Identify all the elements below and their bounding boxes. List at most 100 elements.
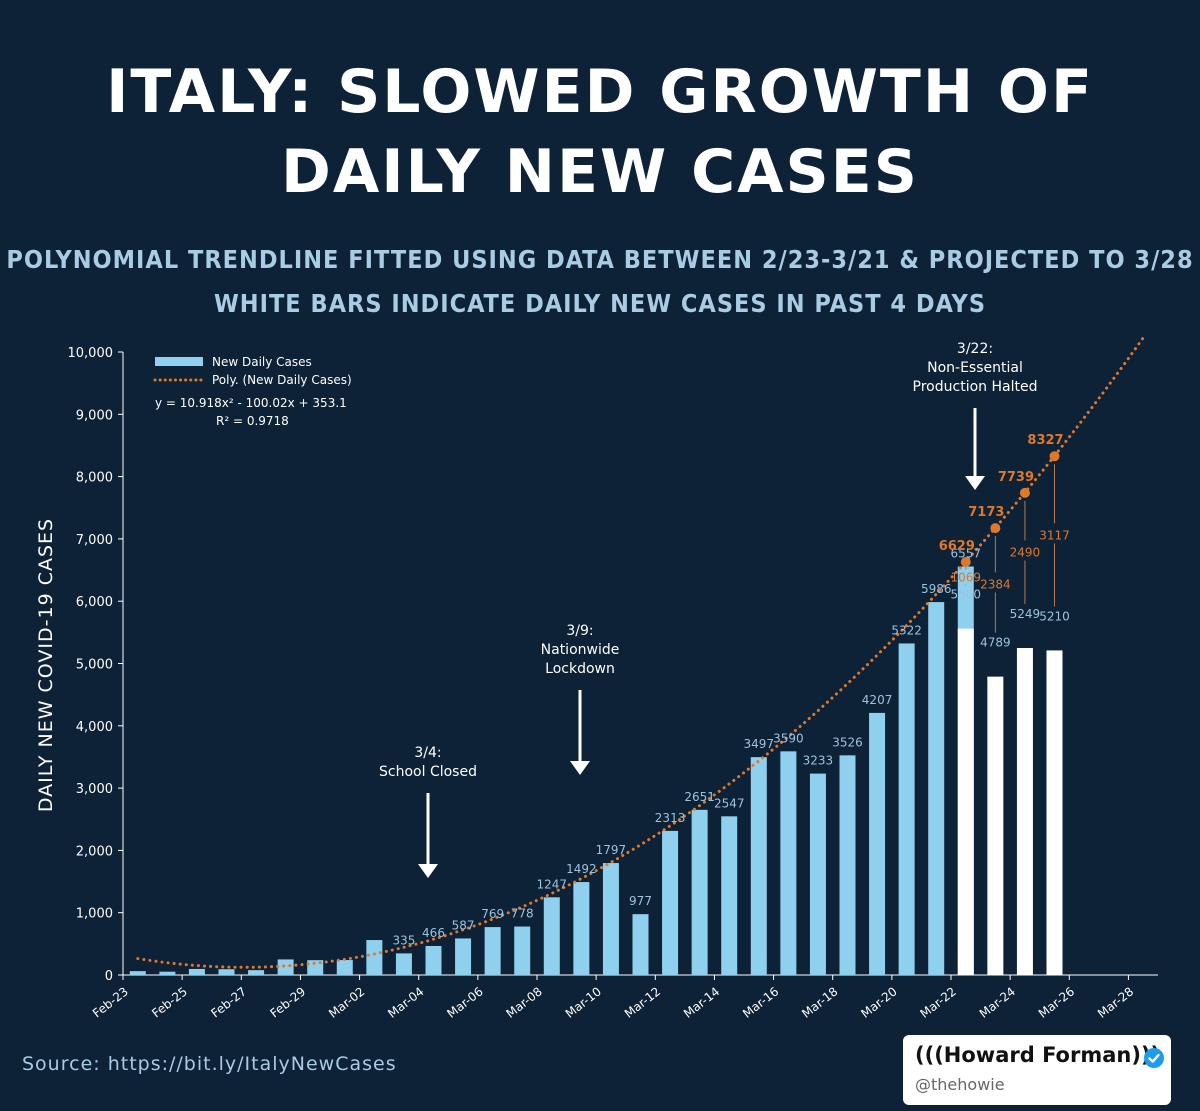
annotation-text: Non-Essential bbox=[927, 360, 1023, 376]
x-tick-label: Mar-20 bbox=[858, 984, 899, 1021]
bar-value-label: 3590 bbox=[773, 731, 804, 745]
annotation-text: 3/4: bbox=[414, 745, 441, 761]
annotation-text: School Closed bbox=[379, 764, 477, 780]
x-tick-label: Feb-27 bbox=[208, 984, 249, 1020]
x-tick-label: Mar-16 bbox=[740, 984, 781, 1021]
projection-value-label: 8327 bbox=[1027, 433, 1063, 448]
x-tick-label: Mar-14 bbox=[681, 984, 722, 1021]
x-tick-label: Feb-23 bbox=[90, 984, 131, 1020]
projection-point bbox=[1019, 487, 1030, 498]
annotation-text: Production Halted bbox=[913, 379, 1038, 395]
bar bbox=[366, 940, 383, 975]
y-tick-label: 4,000 bbox=[76, 720, 113, 735]
projection-point bbox=[990, 523, 1001, 534]
bar bbox=[455, 938, 472, 975]
y-tick-label: 6,000 bbox=[76, 595, 113, 610]
credit-name: (((Howard Forman))) bbox=[915, 1043, 1161, 1067]
bar bbox=[395, 953, 412, 975]
verified-icon bbox=[1144, 1048, 1164, 1068]
bar bbox=[750, 757, 767, 975]
x-tick-label: Mar-28 bbox=[1095, 984, 1136, 1021]
bar bbox=[129, 971, 146, 975]
recent-bar bbox=[1046, 650, 1063, 975]
y-tick-label: 0 bbox=[105, 969, 113, 984]
subtitle-line-2: WHITE BARS INDICATE DAILY NEW CASES IN P… bbox=[213, 289, 987, 318]
bar bbox=[928, 602, 945, 975]
bar-value-label: 466 bbox=[422, 926, 445, 940]
annotation-text: 3/9: bbox=[566, 623, 593, 639]
bar bbox=[277, 959, 294, 975]
bar bbox=[248, 970, 265, 975]
annotation-arrow-head bbox=[965, 476, 985, 490]
x-tick-label: Mar-22 bbox=[918, 984, 959, 1021]
y-tick-label: 7,000 bbox=[76, 533, 113, 548]
bar bbox=[484, 927, 501, 975]
recent-bar-value-label: 5560 bbox=[951, 588, 982, 602]
bar bbox=[632, 914, 649, 975]
recent-bar bbox=[1016, 647, 1033, 975]
bar-value-label: 5986 bbox=[921, 582, 952, 596]
x-tick-label: Feb-29 bbox=[267, 984, 308, 1020]
bar bbox=[839, 755, 856, 975]
title-line-2: DAILY NEW CASES bbox=[281, 137, 919, 207]
y-tick-label: 9,000 bbox=[76, 408, 113, 423]
annotation-arrow-head bbox=[418, 864, 438, 878]
projection-value-label: 6629 bbox=[939, 539, 975, 554]
x-tick-label: Mar-06 bbox=[444, 984, 485, 1021]
recent-bar bbox=[957, 628, 974, 975]
bar bbox=[809, 773, 826, 975]
bar-value-label: 3526 bbox=[832, 735, 863, 749]
bar-value-label: 5322 bbox=[891, 623, 922, 637]
x-tick-label: Mar-12 bbox=[622, 984, 663, 1021]
trend-equation: y = 10.918x² - 100.02x + 353.1 bbox=[155, 396, 347, 410]
x-tick-label: Mar-02 bbox=[326, 984, 367, 1021]
source-text: Source: https://bit.ly/ItalyNewCases bbox=[22, 1053, 397, 1075]
bar-value-label: 977 bbox=[629, 894, 652, 908]
x-tick-label: Mar-18 bbox=[799, 984, 840, 1021]
recent-bar-value-label: 5210 bbox=[1039, 609, 1070, 623]
bar-value-label: 2651 bbox=[684, 790, 715, 804]
projection-point bbox=[960, 557, 971, 568]
y-axis-title: DAILY NEW COVID-19 CASES bbox=[35, 518, 57, 812]
credit-badge: (((Howard Forman))) @thehowie bbox=[903, 1035, 1171, 1105]
bar-value-label: 1247 bbox=[537, 877, 568, 891]
bar-value-label: 1797 bbox=[596, 843, 627, 857]
y-tick-label: 2,000 bbox=[76, 844, 113, 859]
title-line-1: ITALY: SLOWED GROWTH OF bbox=[106, 57, 1094, 127]
subtitle-line-1: POLYNOMIAL TRENDLINE FITTED USING DATA B… bbox=[6, 245, 1194, 274]
bar bbox=[543, 897, 560, 975]
annotation-text: Lockdown bbox=[545, 661, 615, 677]
credit-handle: @thehowie bbox=[915, 1075, 1005, 1094]
bar bbox=[602, 863, 619, 975]
gap-value-label: 2490 bbox=[1010, 545, 1041, 559]
subtitle: POLYNOMIAL TRENDLINE FITTED USING DATA B… bbox=[0, 238, 1200, 326]
projection-point bbox=[1049, 451, 1060, 462]
bar-value-label: 3497 bbox=[744, 737, 775, 751]
bar-value-label: 778 bbox=[511, 907, 534, 921]
bar bbox=[898, 643, 915, 975]
y-tick-label: 3,000 bbox=[76, 782, 113, 797]
y-tick-label: 5,000 bbox=[76, 658, 113, 673]
bar-value-label: 1492 bbox=[566, 862, 597, 876]
bar bbox=[159, 971, 176, 975]
x-tick-label: Mar-26 bbox=[1036, 984, 1077, 1021]
bar-value-label: 2547 bbox=[714, 796, 745, 810]
projection-value-label: 7173 bbox=[968, 505, 1004, 520]
bar-value-label: 2313 bbox=[655, 811, 686, 825]
legend-bar-swatch bbox=[155, 357, 203, 366]
bar bbox=[721, 816, 738, 975]
x-tick-label: Mar-10 bbox=[563, 984, 604, 1021]
gap-value-label: 2384 bbox=[980, 577, 1011, 591]
y-tick-label: 1,000 bbox=[76, 907, 113, 922]
trend-r-squared: R² = 0.9718 bbox=[216, 414, 289, 428]
x-tick-label: Mar-04 bbox=[385, 984, 426, 1021]
recent-bar-value-label: 4789 bbox=[980, 636, 1011, 650]
annotation-arrow-head bbox=[570, 761, 590, 775]
trendline bbox=[136, 336, 1145, 969]
gap-value-label: 3117 bbox=[1039, 528, 1070, 542]
bar bbox=[691, 809, 708, 975]
bar bbox=[780, 751, 797, 975]
bar bbox=[514, 926, 531, 975]
bar-value-label: 6557 bbox=[951, 546, 982, 560]
